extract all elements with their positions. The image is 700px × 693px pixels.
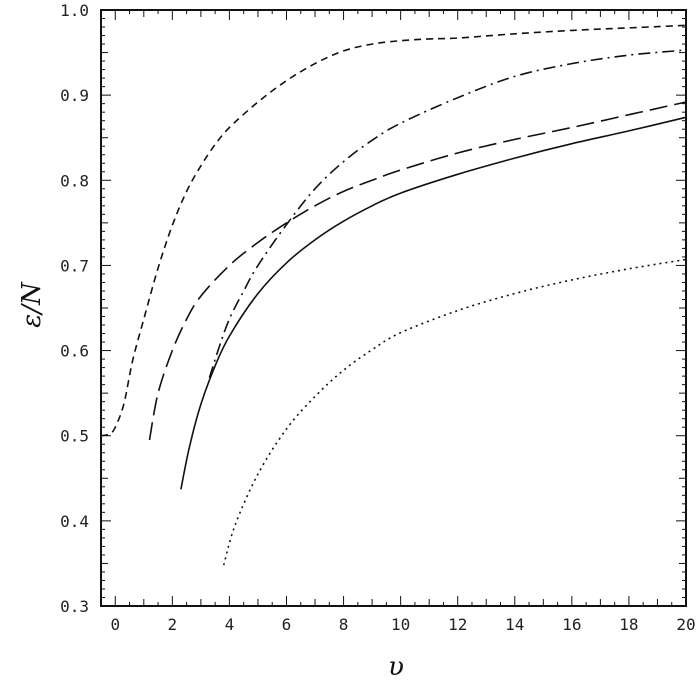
x-tick-label: 16 [562,615,581,634]
y-axis-label: ε/N [17,281,47,328]
x-tick-label: 0 [110,615,120,634]
y-tick-label: 0.7 [60,256,89,275]
x-tick-label: 20 [676,615,695,634]
x-tick-label: 6 [282,615,292,634]
x-axis-label: υ [388,652,404,682]
x-tick-label: 4 [225,615,235,634]
series-layer [100,24,687,566]
y-tick-label: 0.4 [60,512,89,531]
y-tick-label: 0.6 [60,342,89,361]
x-tick-label: 8 [339,615,349,634]
series-dotted-line [222,258,687,566]
x-tick-label: 18 [619,615,638,634]
plot-frame [100,9,687,607]
x-tick-label: 14 [505,615,524,634]
series-short-dash-line [100,24,687,437]
series-dash-dot-line [208,49,687,379]
plot-area: 0.3 0.4 0.5 0.6 0.7 0.8 0.9 1.0 0 2 4 6 8 10 12 14 16 18… [60,1,696,634]
series-solid-line [180,116,687,490]
x-tick-label: 12 [448,615,467,634]
x-tick-label: 2 [168,615,178,634]
y-tick-label: 0.8 [60,171,89,190]
y-tick-label: 0.3 [60,597,89,616]
series-long-dash-line [148,101,687,441]
x-axis-ticks: 0 2 4 6 8 10 12 14 16 18 20 [100,10,696,634]
y-tick-label: 0.9 [60,86,89,105]
y-tick-label: 0.5 [60,427,89,446]
y-axis-ticks: 0.3 0.4 0.5 0.6 0.7 0.8 0.9 1.0 [60,1,686,616]
y-tick-label: 1.0 [60,1,89,20]
x-tick-label: 10 [391,615,410,634]
